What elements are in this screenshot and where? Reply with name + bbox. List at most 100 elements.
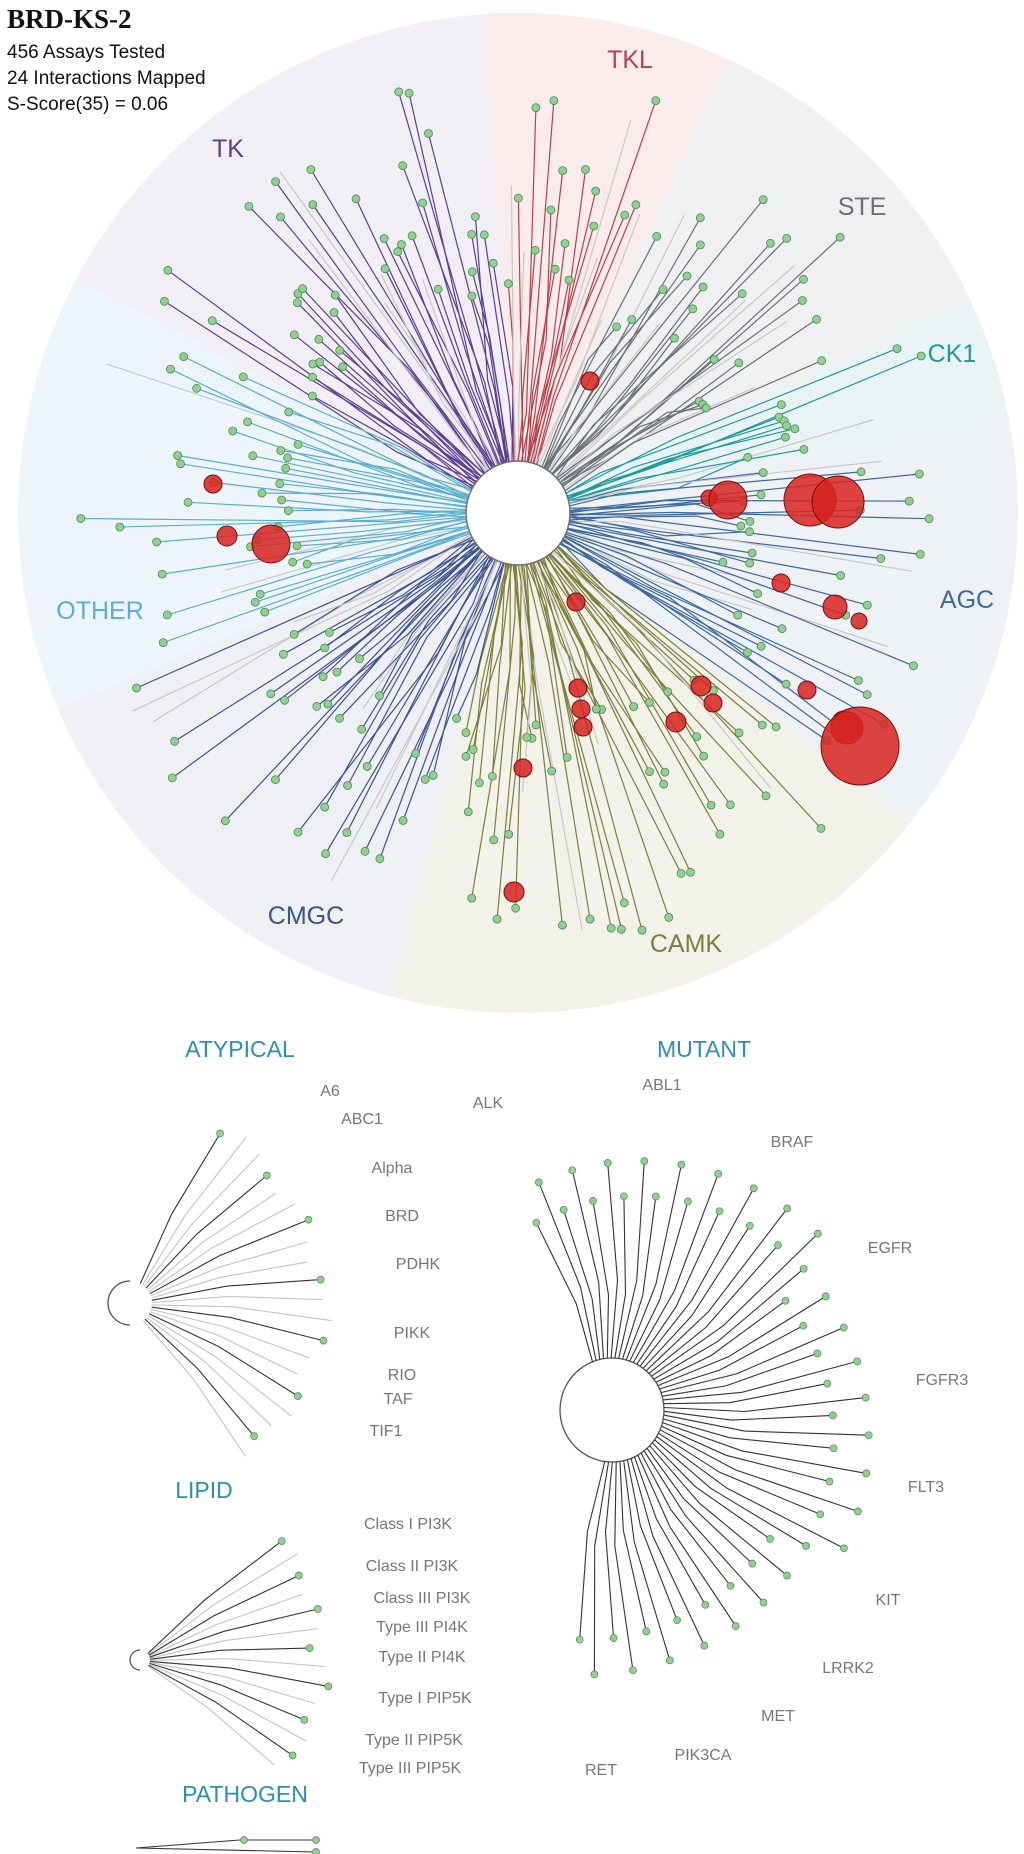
kinase-branch	[132, 534, 472, 712]
kinase-branch	[319, 361, 479, 480]
kinase-branch	[568, 418, 874, 501]
atypical-root-arc	[107, 1280, 131, 1326]
mutant-node	[783, 1204, 792, 1213]
interaction-hit	[580, 371, 600, 391]
kinase-branch	[561, 540, 840, 739]
kinase-branch	[375, 560, 499, 809]
interaction-hit	[811, 475, 865, 529]
mutant-node	[731, 1622, 740, 1630]
kinase-branch	[472, 563, 507, 750]
kinase-node	[452, 714, 462, 723]
kinase-branch	[316, 550, 483, 707]
kinase-node	[489, 835, 499, 845]
lipid-node	[324, 1682, 333, 1691]
mutant-node	[823, 1379, 832, 1388]
kinase-branch	[567, 528, 739, 577]
atypical-branch	[148, 1203, 295, 1293]
kinase-node	[682, 271, 692, 281]
lipid-branch	[149, 1608, 318, 1658]
kinase-node	[362, 762, 372, 771]
kinase-branch	[196, 387, 469, 498]
mutant-branch	[625, 1164, 682, 1361]
kinase-node	[558, 166, 568, 176]
kinase-node	[179, 352, 189, 362]
kinase-node	[170, 736, 180, 746]
kinase-node	[663, 687, 673, 697]
kinase-branch	[532, 225, 595, 464]
kinase-branch	[526, 243, 566, 463]
atypical-branch	[139, 1133, 221, 1284]
kinase-branch	[329, 541, 476, 633]
kinase-branch	[136, 536, 473, 689]
kinase-branch	[243, 376, 472, 491]
kinase-node	[302, 559, 312, 569]
kinase-node	[799, 274, 808, 284]
kinase-node	[777, 400, 786, 410]
kinase-node	[531, 720, 541, 730]
mutant-node	[816, 1510, 825, 1519]
kinase-node	[688, 304, 698, 314]
kinase-node	[315, 357, 325, 367]
kinase-node	[757, 720, 767, 730]
assays-tested-text: 456 Assays Tested	[7, 42, 166, 63]
kinase-node	[288, 557, 298, 567]
kinase-node	[659, 779, 669, 789]
kinase-node	[696, 240, 705, 250]
kinase-branch	[288, 411, 472, 493]
group-label-tkl: TKL	[607, 46, 653, 74]
mutant-node	[745, 1221, 754, 1230]
mutant-node	[854, 1507, 862, 1516]
mutant-node	[603, 1159, 612, 1167]
kinase-node	[761, 791, 771, 801]
kinase-node	[306, 165, 316, 174]
kinase-branch	[536, 560, 670, 918]
mutant-branch	[629, 1201, 689, 1362]
kinase-branch	[564, 535, 783, 630]
kinase-node	[564, 275, 574, 285]
kinase-node	[756, 490, 766, 500]
kinase-node	[424, 129, 433, 138]
kinase-branch	[569, 471, 862, 507]
kinase-node	[398, 816, 408, 825]
kinase-branch	[551, 308, 694, 475]
kinase-branch	[324, 556, 490, 808]
kinase-branch	[424, 562, 504, 780]
lipid-section-title: LIPID	[175, 1477, 233, 1503]
kinase-branch	[119, 511, 467, 528]
kinase-branch	[402, 165, 502, 464]
kinase-node	[743, 452, 753, 462]
interaction-hits	[203, 371, 900, 903]
lipid-branch	[149, 1658, 325, 1668]
kinase-branch	[297, 293, 482, 477]
kinase-node	[758, 468, 768, 478]
kinase-node	[243, 417, 252, 427]
kinase-branch	[465, 563, 508, 733]
kinase-branch	[248, 205, 486, 474]
kinase-node	[766, 238, 775, 248]
mutant-node	[701, 1600, 710, 1609]
mutant-node	[673, 1616, 681, 1625]
kinase-node	[698, 282, 708, 292]
kinase-branch	[232, 430, 469, 500]
kinase-branch	[541, 558, 666, 773]
atypical-branch	[147, 1193, 276, 1291]
kinase-node	[238, 372, 248, 382]
kinase-branch	[411, 235, 501, 465]
kinase-node	[278, 649, 288, 659]
mutant-branch	[614, 1196, 627, 1359]
kinase-branch	[517, 107, 537, 462]
kinase-node	[660, 767, 670, 777]
mutant-node	[781, 1296, 790, 1305]
atypical-node	[262, 1171, 271, 1180]
kinase-node	[645, 767, 654, 776]
kinase-node	[298, 284, 308, 294]
interaction-hit	[708, 480, 748, 520]
kinase-branch	[467, 564, 510, 812]
kinase-branch	[510, 185, 517, 462]
lipid-node	[295, 1571, 303, 1580]
mutant-node	[783, 1571, 791, 1580]
atypical-branch	[151, 1295, 323, 1304]
kinase-node	[467, 291, 477, 301]
kinase-node	[664, 913, 674, 922]
kinase-branch	[177, 454, 468, 504]
